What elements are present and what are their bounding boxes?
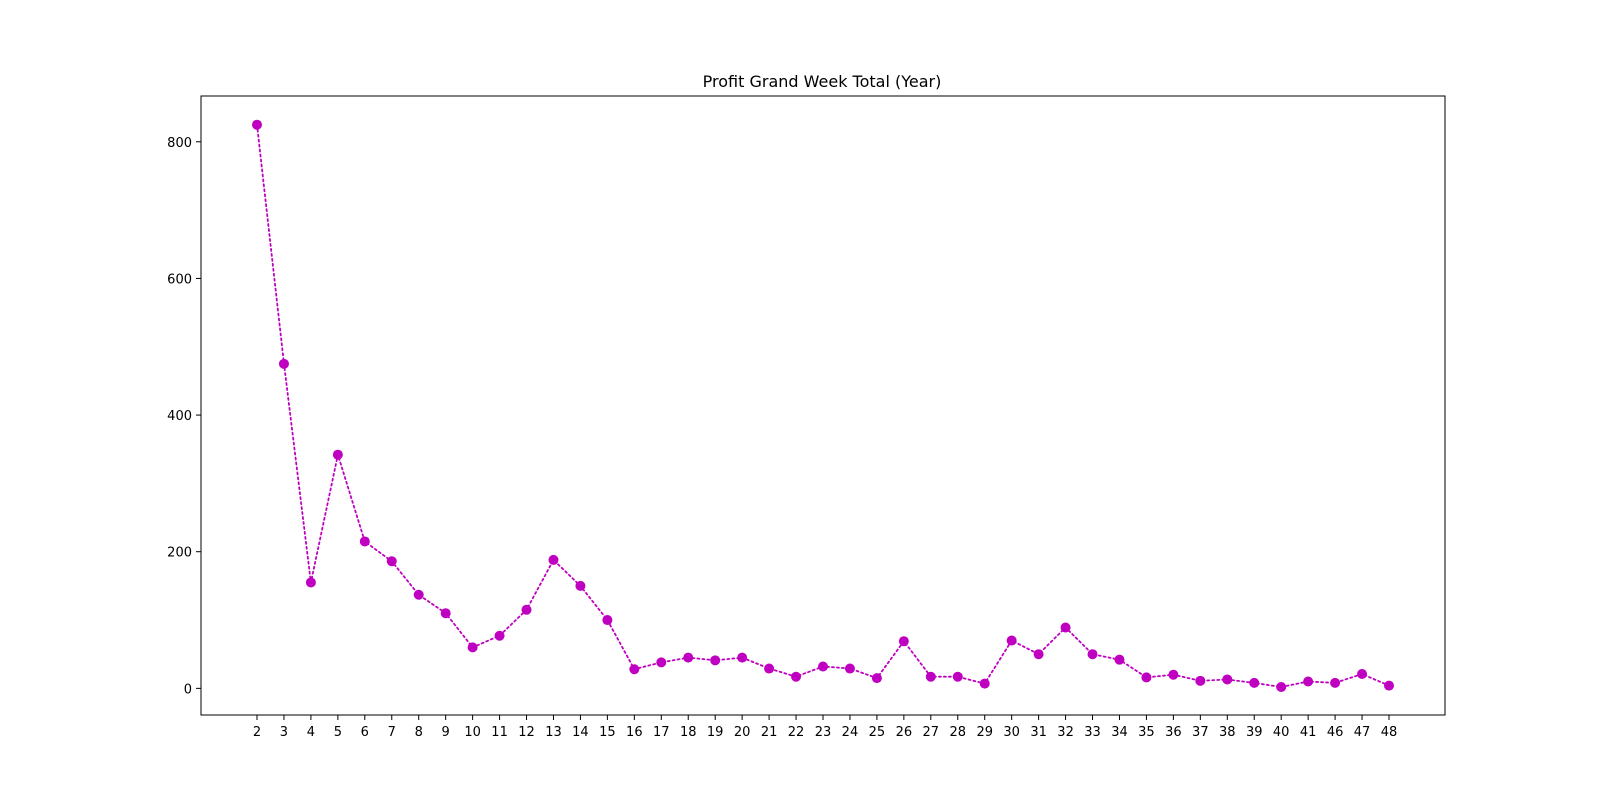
x-tick-label: 9 (442, 725, 450, 740)
data-point (1114, 654, 1125, 665)
x-tick-label: 22 (788, 725, 805, 740)
x-tick-label: 18 (680, 725, 697, 740)
x-tick-label: 48 (1381, 725, 1398, 740)
data-point (1060, 622, 1071, 633)
x-tick-label: 31 (1030, 725, 1047, 740)
data-point (710, 655, 721, 666)
data-point (952, 671, 963, 682)
x-tick-label: 33 (1084, 725, 1101, 740)
x-tick-label: 6 (361, 725, 369, 740)
x-tick-label: 2 (253, 725, 261, 740)
x-tick-label: 15 (599, 725, 616, 740)
x-tick-label: 23 (815, 725, 832, 740)
data-point (386, 556, 397, 567)
x-tick-label: 20 (734, 725, 751, 740)
data-point (844, 663, 855, 674)
data-point (925, 671, 936, 682)
x-tick-label: 21 (761, 725, 778, 740)
plot-frame (200, 95, 1446, 716)
data-point (1168, 669, 1179, 680)
data-point (467, 642, 478, 653)
data-point (683, 652, 694, 663)
x-tick-label: 30 (1003, 725, 1020, 740)
data-point (1141, 672, 1152, 683)
data-point (979, 678, 990, 689)
data-point (413, 589, 424, 600)
x-tick-label: 40 (1273, 725, 1290, 740)
x-tick-label: 11 (491, 725, 508, 740)
data-point (1357, 669, 1368, 680)
x-tick-label: 34 (1111, 725, 1128, 740)
x-tick-label: 39 (1246, 725, 1263, 740)
data-point (1276, 681, 1287, 692)
x-tick-label: 29 (976, 725, 993, 740)
data-point (332, 449, 343, 460)
x-tick-label: 36 (1165, 725, 1182, 740)
x-tick-label: 26 (896, 725, 913, 740)
series-line (256, 123, 1390, 688)
data-point (1006, 635, 1017, 646)
x-tick-label: 5 (334, 725, 342, 740)
data-point (359, 536, 370, 547)
x-tick-label: 3 (280, 725, 288, 740)
data-point (871, 673, 882, 684)
data-point (1303, 676, 1314, 687)
x-tick-label: 8 (415, 725, 423, 740)
x-tick-label: 46 (1327, 725, 1344, 740)
data-point (629, 664, 640, 675)
x-tick-label: 47 (1354, 725, 1371, 740)
x-tick-label: 41 (1300, 725, 1317, 740)
y-tick-label: 400 (167, 409, 192, 424)
x-tick-label: 37 (1192, 725, 1209, 740)
data-point (818, 661, 828, 672)
data-point (791, 671, 802, 682)
x-tick-label: 12 (518, 725, 535, 740)
data-point (494, 630, 505, 641)
data-point (898, 636, 909, 647)
x-tick-label: 13 (545, 725, 562, 740)
data-point (602, 615, 613, 626)
data-point (1195, 675, 1206, 686)
data-point (1222, 674, 1233, 685)
x-tick-label: 16 (626, 725, 643, 740)
x-tick-label: 24 (842, 725, 859, 740)
y-tick-label: 0 (184, 682, 192, 697)
x-tick-label: 35 (1138, 725, 1155, 740)
y-axis: 0 200 400 600 800 (167, 136, 201, 697)
x-tick-label: 17 (653, 725, 670, 740)
x-tick-label: 32 (1057, 725, 1074, 740)
data-point (1384, 680, 1394, 691)
data-point (764, 663, 775, 674)
chart-title: Profit Grand Week Total (Year) (703, 72, 942, 91)
data-point (252, 119, 262, 130)
x-tick-label: 7 (388, 725, 396, 740)
data-point (548, 554, 559, 565)
data-point (737, 652, 748, 663)
x-axis: 2 3 4 5 6 7 8 9 10 11 12 13 14 15 16 17 18 19 20 21 22 23 24 25… (253, 715, 1397, 740)
data-point (656, 657, 667, 668)
y-tick-label: 600 (167, 272, 192, 287)
data-point (521, 604, 532, 615)
x-tick-label: 28 (949, 725, 966, 740)
y-tick-label: 200 (167, 546, 192, 561)
data-point (1330, 677, 1341, 688)
data-point (305, 577, 316, 588)
data-point (440, 608, 451, 619)
data-point (1249, 677, 1260, 688)
x-tick-label: 14 (572, 725, 589, 740)
y-tick-label: 800 (167, 136, 192, 151)
plot-series (252, 119, 1394, 692)
x-tick-label: 27 (923, 725, 940, 740)
x-tick-label: 10 (464, 725, 481, 740)
data-point (1087, 649, 1098, 660)
data-point (575, 580, 586, 591)
x-tick-label: 25 (869, 725, 886, 740)
x-tick-label: 4 (307, 725, 315, 740)
x-tick-label: 19 (707, 725, 724, 740)
data-point (278, 358, 289, 369)
data-point (1033, 649, 1044, 660)
x-tick-label: 38 (1219, 725, 1236, 740)
